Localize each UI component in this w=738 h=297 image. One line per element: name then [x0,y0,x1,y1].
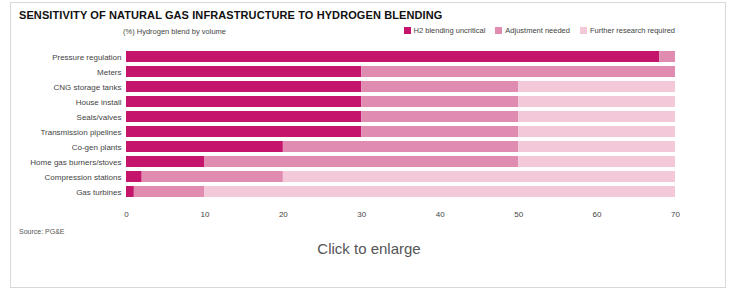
svg-text:10: 10 [200,210,209,219]
html-text:Source: PG&E: Source: PG&E [19,228,65,235]
svg-text:House install: House install [76,98,122,107]
html-text:Click to enlarge: Click to enlarge [317,240,421,257]
svg-text:60: 60 [593,210,602,219]
html-text:Further research required: Further research required [590,26,675,35]
html-text:H2 blending uncritical: H2 blending uncritical [413,26,486,35]
svg-text:Seals/valves: Seals/valves [77,113,122,122]
svg-text:Meters: Meters [97,68,121,77]
svg-text:50: 50 [514,210,523,219]
svg-text:CNG storage tanks: CNG storage tanks [53,83,121,92]
svg-text:Gas turbines: Gas turbines [76,188,121,197]
svg-text:20: 20 [279,210,288,219]
svg-text:70: 70 [671,210,680,219]
svg-text:Transmission pipelines: Transmission pipelines [40,128,121,137]
svg-text:Co-gen plants: Co-gen plants [72,143,122,152]
svg-text:30: 30 [357,210,366,219]
svg-text:40: 40 [436,210,445,219]
svg-text:Home gas burners/stoves: Home gas burners/stoves [30,158,121,167]
html-text:SENSITIVITY OF NATURAL GAS INF: SENSITIVITY OF NATURAL GAS INFRASTRUCTUR… [19,9,443,21]
svg-text:Pressure regulation: Pressure regulation [52,53,121,62]
html-text:Adjustment needed: Adjustment needed [505,26,570,35]
html-text:(%) Hydrogen blend by volume: (%) Hydrogen blend by volume [123,27,226,36]
svg-text:0: 0 [124,210,129,219]
svg-text:Compression stations: Compression stations [45,173,122,182]
